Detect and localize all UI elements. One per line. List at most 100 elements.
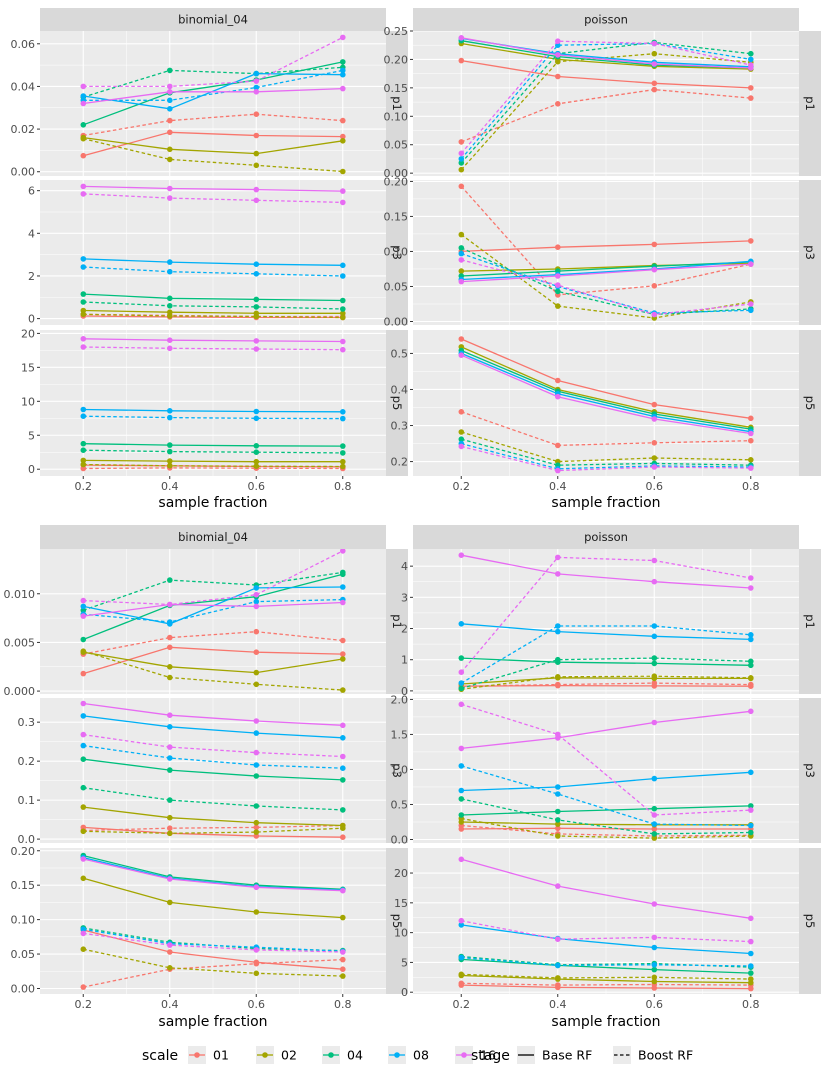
legend-label-scale: 01 [213, 1048, 229, 1063]
data-point-scale-02 [167, 830, 173, 837]
data-point-scale-08 [555, 962, 561, 969]
row-strip-background [386, 848, 408, 994]
y-tick-label: 0.02 [11, 123, 36, 136]
data-point-scale-01 [80, 152, 87, 159]
data-point-scale-02 [253, 909, 260, 915]
series-line-scale-08-base [83, 258, 343, 266]
facet-panel-binomial_04-p3-1: 0 2 4 6 p3 [28, 180, 408, 326]
data-point-scale-02 [80, 311, 87, 318]
data-point-scale-16 [748, 261, 754, 267]
y-tick-label: 15 [21, 361, 35, 374]
data-point-scale-16 [458, 552, 465, 558]
row-strip-background [799, 848, 821, 994]
data-point-scale-08 [458, 621, 465, 627]
y-tick-label: 4 [28, 227, 35, 240]
data-point-scale-02 [167, 156, 173, 163]
series-line-scale-08-base [461, 623, 751, 641]
data-point-scale-04 [80, 607, 87, 614]
series-line-scale-02-base [461, 821, 751, 826]
data-point-scale-01 [80, 670, 87, 677]
data-point-scale-08 [340, 409, 346, 415]
data-point-scale-02 [340, 138, 346, 144]
y-tick-label: 0.10 [384, 110, 409, 123]
data-point-scale-08 [80, 406, 87, 413]
data-point-scale-02 [340, 914, 346, 921]
series-line-scale-16-base [83, 601, 343, 617]
data-point-scale-16 [80, 183, 87, 190]
data-point-scale-04 [748, 970, 754, 976]
data-point-scale-01 [458, 980, 465, 987]
x-axis-label: sample fraction [158, 1014, 267, 1030]
data-point-scale-16 [458, 917, 465, 924]
facet-panel-binomial_04-p1-1: 0.00 0.02 0.04 0.06 p1 binomial_04 [11, 8, 408, 179]
data-point-scale-08 [651, 962, 658, 968]
series-line-scale-01-boost [460, 185, 751, 296]
data-point-scale-02 [340, 310, 346, 317]
legend-item-scale-04: 04 [322, 1046, 363, 1064]
y-tick-label: 0.04 [11, 80, 36, 93]
data-point-scale-08 [80, 603, 87, 610]
series-line-scale-04-base [83, 293, 343, 302]
data-point-scale-08 [458, 787, 465, 794]
y-tick-label: 0.00 [384, 315, 409, 328]
data-point-scale-01 [555, 442, 561, 449]
data-point-scale-16 [80, 597, 87, 604]
data-point-scale-02 [253, 829, 260, 835]
data-point-scale-08 [80, 742, 87, 749]
series-line-scale-16-boost [461, 703, 751, 816]
series-line-scale-04-boost [83, 449, 343, 454]
data-point-scale-01 [555, 73, 561, 80]
series-line-scale-04-base [461, 349, 751, 430]
row-strip-background [799, 31, 821, 176]
legend-key-point [194, 1052, 200, 1058]
data-point-scale-16 [458, 443, 465, 450]
data-point-scale-16 [340, 85, 346, 92]
x-tick-label: 0.2 [75, 480, 93, 493]
series-line-scale-08-boost [83, 598, 343, 623]
data-point-scale-02 [340, 168, 346, 175]
series-line-scale-16-boost [461, 920, 751, 943]
data-point-scale-01 [748, 437, 754, 444]
data-point-scale-04 [253, 449, 260, 456]
series-line-scale-04-base [461, 805, 751, 816]
column-strip-background [413, 525, 799, 549]
series-line-scale-04-boost [461, 798, 751, 835]
data-point-scale-04 [458, 812, 465, 818]
data-point-scale-04 [458, 160, 465, 166]
data-point-scale-04 [80, 447, 87, 454]
data-point-scale-08 [340, 273, 346, 279]
data-point-scale-01 [80, 984, 87, 990]
data-point-scale-04 [80, 440, 87, 447]
series-line-scale-04-boost [83, 301, 343, 310]
data-point-scale-04 [80, 291, 87, 297]
series-line-scale-16-base [461, 354, 751, 435]
series-line-scale-02-base [461, 677, 751, 685]
x-tick-label: 0.2 [453, 998, 471, 1011]
data-point-scale-16 [555, 393, 561, 400]
series-line-scale-04-base [83, 854, 343, 890]
facet-panel-poisson-p1-2: 0 1 2 3 4 p1 poisson [401, 525, 821, 698]
series-line-scale-16-base [461, 37, 751, 69]
data-point-scale-04 [555, 817, 561, 823]
y-tick-label: 0.00 [384, 167, 409, 180]
data-point-scale-04 [555, 288, 561, 295]
data-point-scale-02 [651, 50, 658, 57]
data-point-scale-04 [167, 442, 173, 448]
series-line-scale-04-base [83, 443, 343, 447]
data-point-scale-04 [340, 59, 346, 65]
x-tick-label: 0.2 [453, 480, 471, 493]
data-point-scale-16 [748, 938, 754, 945]
data-point-scale-16 [651, 719, 658, 726]
y-tick-label: 2 [401, 623, 408, 636]
data-point-scale-04 [253, 803, 260, 809]
data-point-scale-16 [253, 338, 260, 344]
data-point-scale-16 [80, 344, 87, 350]
data-point-scale-04 [80, 636, 87, 643]
column-strip-label: binomial_04 [178, 13, 248, 27]
data-point-scale-08 [340, 415, 346, 422]
data-point-scale-04 [80, 122, 87, 128]
data-point-scale-04 [340, 450, 346, 456]
data-point-scale-16 [555, 571, 561, 577]
series-line-scale-16-base [461, 554, 751, 589]
data-point-scale-01 [748, 95, 754, 101]
